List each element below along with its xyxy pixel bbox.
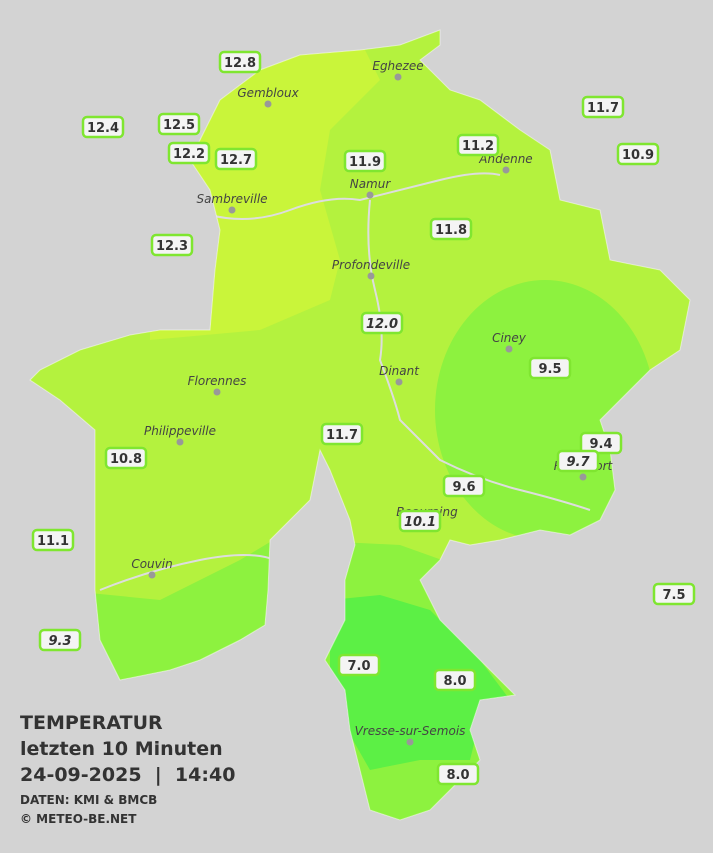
station-box xyxy=(579,431,623,455)
station-value: 9.7 xyxy=(566,455,590,470)
station-value: 9.5 xyxy=(538,362,561,377)
station-value: 12.2 xyxy=(173,147,205,162)
station-box xyxy=(616,142,660,166)
station-box xyxy=(320,422,364,446)
city-dot xyxy=(264,100,272,108)
station-value: 11.7 xyxy=(326,428,358,443)
station-box xyxy=(429,217,473,241)
city-label: Vresse-sur-Semois xyxy=(355,724,466,738)
city-label: Florennes xyxy=(188,374,247,388)
station-value: 12.8 xyxy=(224,56,256,71)
station-box xyxy=(81,115,125,139)
city-dot xyxy=(176,438,184,446)
station-box xyxy=(31,528,75,552)
station-value: 7.0 xyxy=(347,659,370,674)
station-box xyxy=(528,356,572,380)
station-value: 11.9 xyxy=(349,155,381,170)
station-box xyxy=(214,147,258,171)
city-dot xyxy=(394,73,402,81)
city-dot xyxy=(228,206,236,214)
station-value: 12.3 xyxy=(156,239,188,254)
city-dot xyxy=(406,738,414,746)
title: TEMPERATUR xyxy=(20,712,163,734)
cities: EghezeeGemblouxAndenneNamurSambrevillePr… xyxy=(131,59,614,746)
city-label: Ciney xyxy=(492,331,527,345)
station-value: 10.1 xyxy=(404,515,436,530)
city-dot xyxy=(148,571,156,579)
station-box xyxy=(436,762,480,786)
station-value: 8.0 xyxy=(446,768,469,783)
city-label: Gembloux xyxy=(237,86,299,100)
city-dot xyxy=(213,388,221,396)
station-box xyxy=(104,446,148,470)
city-label: Dinant xyxy=(379,364,420,378)
station-value: 12.7 xyxy=(220,153,252,168)
city-dot xyxy=(505,345,513,353)
station-value: 12.4 xyxy=(87,121,119,136)
copyright: © METEO-BE.NET xyxy=(20,812,137,826)
station-box xyxy=(167,141,211,165)
city-dot xyxy=(367,272,375,280)
station-value: 10.8 xyxy=(110,452,142,467)
station-box xyxy=(652,582,696,606)
station-box xyxy=(150,233,194,257)
stations: 12.8 12.4 12.5 12.2 12.7 11.9 11.2 11.7 10.9 11.8… xyxy=(31,50,696,786)
station-value: 11.8 xyxy=(435,223,467,238)
station-box xyxy=(38,628,82,652)
station-value: 11.2 xyxy=(462,139,494,154)
station-box xyxy=(556,449,600,473)
city-label: Sambreville xyxy=(196,192,267,206)
station-value: 12.5 xyxy=(163,118,195,133)
station-box xyxy=(581,95,625,119)
station-value: 9.4 xyxy=(589,437,612,452)
subtitle: letzten 10 Minuten xyxy=(20,738,223,760)
station-value: 10.9 xyxy=(622,148,654,163)
station-value: 11.7 xyxy=(587,101,619,116)
city-dot xyxy=(395,378,403,386)
station-box xyxy=(456,133,500,157)
station-box xyxy=(360,311,404,335)
station-box xyxy=(337,653,381,677)
station-box xyxy=(433,668,477,692)
datetime: 24-09-2025 | 14:40 xyxy=(20,764,235,786)
city-dot xyxy=(366,191,374,199)
station-value: 7.5 xyxy=(662,588,685,603)
city-label: Philippeville xyxy=(144,424,216,438)
station-value: 9.6 xyxy=(452,480,475,495)
city-dot xyxy=(579,473,587,481)
city-label: Eghezee xyxy=(372,59,423,73)
station-value: 8.0 xyxy=(443,674,466,689)
source: DATEN: KMI & BMCB xyxy=(20,793,157,807)
city-label: Couvin xyxy=(131,557,172,571)
station-value: 9.3 xyxy=(48,634,71,649)
station-box xyxy=(218,50,262,74)
station-box xyxy=(157,112,201,136)
station-box xyxy=(398,509,442,533)
station-value: 12.0 xyxy=(366,317,398,332)
city-label: Namur xyxy=(350,177,392,191)
station-box xyxy=(442,474,486,498)
station-box xyxy=(343,149,387,173)
station-value: 11.1 xyxy=(37,534,69,549)
city-dot xyxy=(502,166,510,174)
city-label: Profondeville xyxy=(332,258,410,272)
